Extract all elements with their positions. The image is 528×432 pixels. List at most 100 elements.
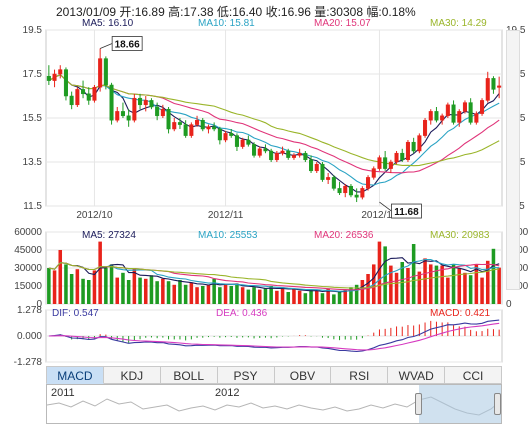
candle-body xyxy=(383,157,388,169)
volume-bar xyxy=(292,288,296,304)
candle-body xyxy=(280,150,285,154)
navigator-selection[interactable] xyxy=(419,385,501,423)
volume-legend-ma10: MA10: 25553 xyxy=(198,230,258,241)
price-tick-left: 17.5 xyxy=(23,69,43,80)
close-value: 16.96 xyxy=(280,5,311,19)
candle-body xyxy=(160,108,165,117)
volume-bar xyxy=(389,265,393,304)
volume-bar xyxy=(178,280,182,304)
volume-bar xyxy=(143,278,148,304)
volume-legend-ma20: MA20: 26536 xyxy=(314,230,374,241)
volume-bar xyxy=(303,293,308,304)
volume-bar xyxy=(166,281,171,304)
volume-bar xyxy=(457,268,462,304)
volume-bar xyxy=(297,290,302,304)
high-value: 17.38 xyxy=(183,5,214,19)
volume-bar xyxy=(474,264,479,304)
candle-body xyxy=(320,163,325,180)
candle-body xyxy=(343,185,348,194)
volume-bar xyxy=(195,287,199,304)
candle-body xyxy=(149,100,154,108)
stock-chart[interactable]: 19.519.517.517.515.515.513.513.511.511.5… xyxy=(0,0,528,366)
candle-body xyxy=(240,139,245,147)
candle-body xyxy=(257,148,262,156)
candle-body xyxy=(92,86,97,101)
volume-bar xyxy=(400,262,405,304)
tab-rsi[interactable]: RSI xyxy=(331,366,389,384)
volume-label: 量: xyxy=(314,5,330,19)
candle-body xyxy=(371,168,376,178)
volume-bar xyxy=(349,287,353,304)
candle-body xyxy=(491,78,496,90)
volume-bar xyxy=(286,292,291,304)
candle-body xyxy=(166,108,171,130)
macd-dif-line xyxy=(48,319,500,353)
candle-body xyxy=(200,119,205,130)
date-label: 2012/12 xyxy=(361,210,398,221)
date-range-navigator[interactable]: 2011 2012 xyxy=(46,384,502,424)
volume-bar xyxy=(485,260,490,304)
volume-bar xyxy=(149,275,154,304)
volume-bar xyxy=(81,278,85,304)
candle-body xyxy=(314,163,319,172)
candle-body xyxy=(354,194,359,198)
candle-body xyxy=(234,135,239,147)
navigator-right-handle[interactable] xyxy=(494,393,501,415)
tab-obv[interactable]: OBV xyxy=(274,366,332,384)
tab-cci[interactable]: CCI xyxy=(445,366,502,384)
candle-body xyxy=(274,152,279,161)
candle-body xyxy=(52,73,57,81)
tab-wvad[interactable]: WVAD xyxy=(388,366,446,384)
volume-bar xyxy=(354,284,359,304)
price-tick-left: 13.5 xyxy=(23,157,43,168)
price-tick-left: 15.5 xyxy=(23,113,43,124)
candle-body xyxy=(434,111,439,121)
candle-body xyxy=(417,135,422,152)
volume-bar xyxy=(189,282,194,304)
volume-bar xyxy=(480,277,484,304)
volume-bar xyxy=(69,274,74,304)
volume-bar xyxy=(172,284,177,304)
volume-bar xyxy=(406,268,410,304)
candle-body xyxy=(269,150,274,161)
price-tick-left: 11.5 xyxy=(23,201,42,212)
volume-bar xyxy=(138,277,142,304)
candle-body xyxy=(115,111,120,121)
quote-date: 2013/01/09 xyxy=(56,5,117,19)
candle-body xyxy=(388,161,393,169)
volume-bar xyxy=(64,264,68,304)
candle-body xyxy=(109,84,114,121)
volume-bar xyxy=(257,289,262,304)
candle-body xyxy=(138,97,143,106)
navigator-left-handle[interactable] xyxy=(415,393,422,415)
volume-bar xyxy=(58,250,63,304)
volume-bar xyxy=(423,258,427,304)
candle-body xyxy=(63,69,68,97)
high-label: 高: xyxy=(168,5,184,19)
tab-kdj[interactable]: KDJ xyxy=(103,366,161,384)
volume-bar xyxy=(428,264,433,304)
macd-tick: 1.278 xyxy=(17,305,42,316)
volume-bar xyxy=(326,288,330,304)
candle-body xyxy=(246,139,251,145)
candle-body xyxy=(451,104,456,123)
candle-body xyxy=(445,104,450,117)
tab-psy[interactable]: PSY xyxy=(217,366,275,384)
tab-boll[interactable]: BOLL xyxy=(160,366,218,384)
candle-body xyxy=(195,119,200,125)
macd-dea-line xyxy=(48,322,500,351)
right-scrollbar[interactable] xyxy=(506,30,520,290)
tab-macd[interactable]: MACD xyxy=(46,366,104,384)
macd-legend-up: MACD: 0.421 xyxy=(430,308,490,319)
volume-tick-left: 0 xyxy=(36,299,42,310)
volume-bar xyxy=(206,284,211,304)
candle-body xyxy=(423,119,428,136)
close-label: 收: xyxy=(265,5,281,19)
volume-bar xyxy=(92,270,97,304)
candle-body xyxy=(485,78,490,101)
macd-tick: -1.278 xyxy=(14,357,43,366)
open-value: 16.89 xyxy=(134,5,165,19)
price-ma5-line xyxy=(48,74,500,193)
volume-bar xyxy=(200,286,205,304)
candle-body xyxy=(126,115,131,121)
